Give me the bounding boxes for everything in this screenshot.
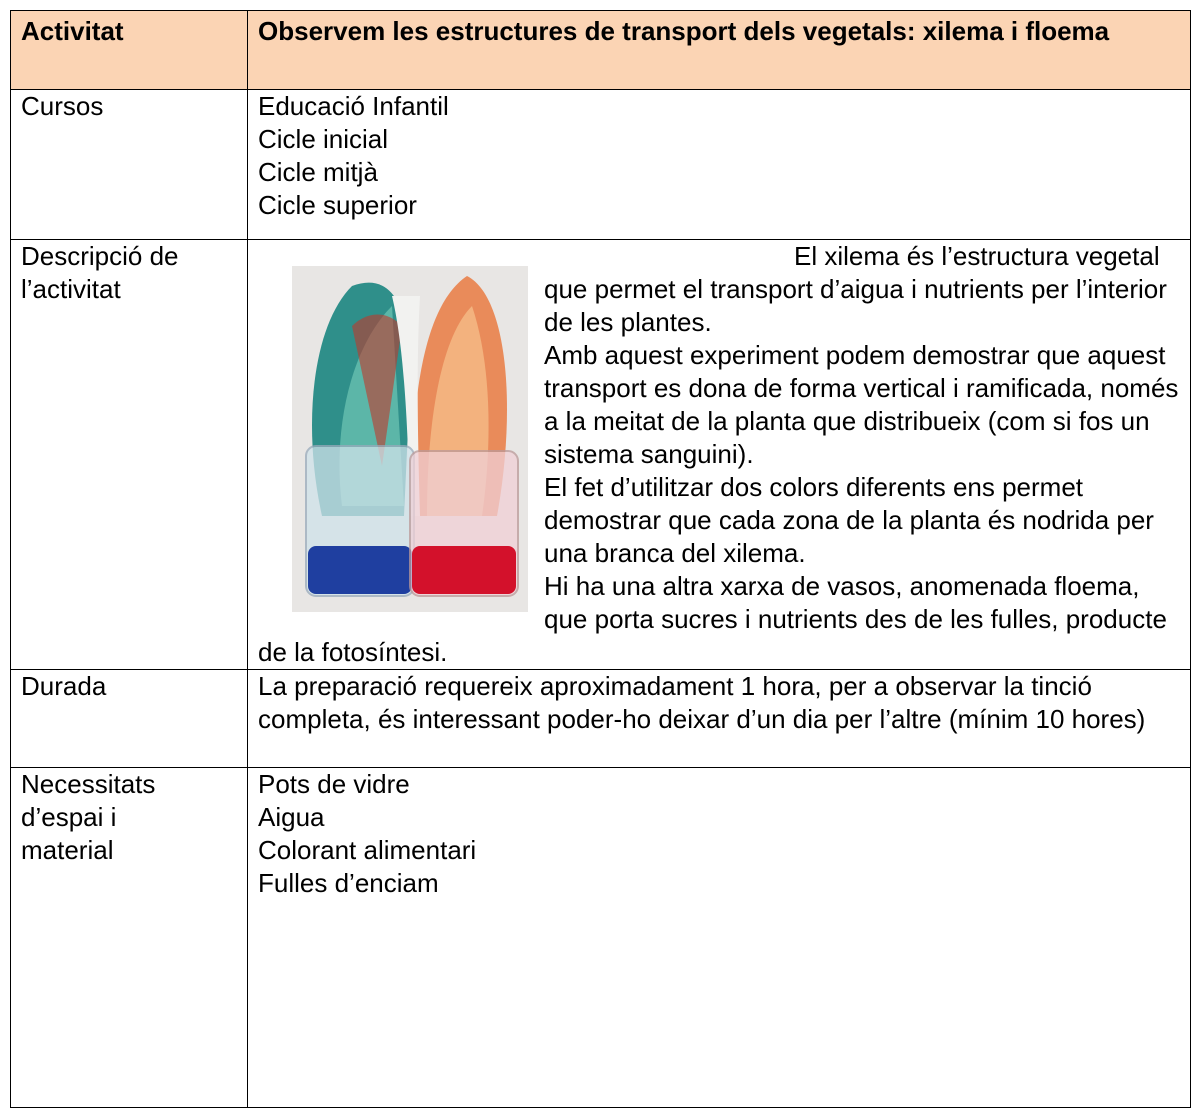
item: El fet d’utilitzar dos colors diferents … — [544, 472, 1154, 568]
header-label: Activitat — [10, 10, 248, 90]
row-content: El xilema és l’estructura vegetal que pe… — [247, 239, 1191, 670]
row: Necessitats d’espai i material Pots de v… — [10, 767, 1191, 1108]
item: El xilema és l’estructura vegetal que pe… — [544, 241, 1167, 337]
page: Activitat Observem les estructures de tr… — [10, 10, 1191, 1108]
item: Aigua — [258, 802, 325, 832]
row-content: Pots de vidre Aigua Colorant alimentari … — [247, 767, 1191, 1108]
item: Hi ha una altra xarxa de vasos, anomenad… — [258, 571, 1167, 667]
activity-table: Activitat Observem les estructures de tr… — [10, 10, 1191, 1108]
row-content: La preparació requereix aproximadament 1… — [247, 669, 1191, 768]
item: Colorant alimentari — [258, 835, 477, 865]
item: Cicle inicial — [258, 124, 389, 154]
row: Cursos Educació Infantil Cicle inicial C… — [10, 89, 1191, 240]
item: La preparació requereix aproximadament 1… — [258, 671, 1146, 734]
row: Descripció de l’activitat El xilema és l… — [10, 239, 1191, 670]
header-title: Observem les estructures de transport de… — [247, 10, 1191, 90]
row-label: Necessitats d’espai i material — [10, 767, 248, 1108]
row-label: Cursos — [10, 89, 248, 240]
item: Cicle mitjà — [258, 157, 378, 187]
item: Fulles d’enciam — [258, 868, 439, 898]
item: Educació Infantil — [258, 91, 449, 121]
experiment-photo — [292, 266, 528, 612]
row-content: Educació Infantil Cicle inicial Cicle mi… — [247, 89, 1191, 240]
item: Amb aquest experiment podem demostrar qu… — [544, 340, 1179, 469]
row-label: Durada — [10, 669, 248, 768]
row-label: Descripció de l’activitat — [10, 239, 248, 670]
header-row: Activitat Observem les estructures de tr… — [10, 10, 1191, 90]
item: Cicle superior — [258, 190, 417, 220]
row: Durada La preparació requereix aproximad… — [10, 669, 1191, 768]
item: Pots de vidre — [258, 769, 410, 799]
